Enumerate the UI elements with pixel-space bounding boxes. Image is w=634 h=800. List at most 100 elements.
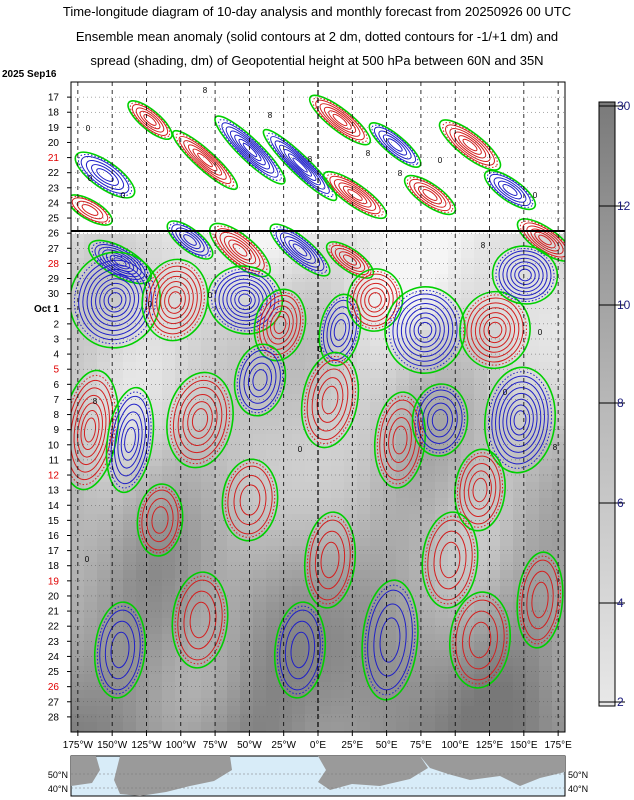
shade-cell <box>136 506 150 515</box>
shade-cell <box>175 730 189 732</box>
shade-cell <box>136 482 150 491</box>
negative-anomaly-contour <box>493 177 527 203</box>
shade-cell <box>149 650 163 659</box>
dotted-anomaly-contour <box>272 226 328 274</box>
shade-cell <box>84 690 98 699</box>
shade-cell <box>227 442 241 451</box>
shade-cell <box>344 722 358 731</box>
shade-cell <box>214 378 228 387</box>
shade-cell <box>253 274 267 283</box>
y-day-label: 26 <box>48 229 60 240</box>
shade-cell <box>370 242 384 251</box>
shade-cell <box>539 522 553 531</box>
shade-cell <box>526 642 540 651</box>
shade-cell <box>214 490 228 499</box>
shade-cell <box>500 714 514 723</box>
shade-cell <box>331 586 345 595</box>
shade-cell <box>97 690 111 699</box>
shade-cell <box>305 538 319 547</box>
shade-cell <box>292 674 306 683</box>
shade-cell <box>214 266 228 275</box>
shade-cell <box>461 530 475 539</box>
negative-anomaly-contour <box>379 617 401 663</box>
shade-cell <box>110 330 124 339</box>
shade-cell <box>123 498 137 507</box>
shade-cell <box>136 554 150 563</box>
shade-cell <box>422 386 436 395</box>
shade-cell <box>175 346 189 355</box>
shade-cell <box>84 674 98 683</box>
shade-cell <box>487 714 501 723</box>
shade-cell <box>500 586 514 595</box>
shade-cell <box>162 322 176 331</box>
shade-cell <box>396 306 410 315</box>
shade-cell <box>123 426 137 435</box>
shade-cell <box>227 522 241 531</box>
shade-cell <box>292 330 306 339</box>
shade-cell <box>71 586 85 595</box>
shade-cell <box>149 514 163 523</box>
shade-cell <box>474 538 488 547</box>
shade-cell <box>513 410 527 419</box>
shade-cell <box>305 546 319 555</box>
negative-anomaly-contour <box>218 275 272 325</box>
shade-cell <box>266 242 280 251</box>
shade-cell <box>500 378 514 387</box>
shade-cell <box>552 386 565 395</box>
shade-cell <box>383 634 397 643</box>
shade-cell <box>149 666 163 675</box>
shade-cell <box>201 578 215 587</box>
shade-cell <box>71 554 85 563</box>
shade-cell <box>448 506 462 515</box>
shade-cell <box>383 474 397 483</box>
negative-anomaly-contour <box>290 631 310 669</box>
shade-cell <box>71 242 85 251</box>
zero-contour <box>368 122 422 168</box>
shade-cell <box>227 346 241 355</box>
shade-cell <box>357 282 371 291</box>
shade-cell <box>461 722 475 731</box>
shade-cell <box>435 570 449 579</box>
shade-cell <box>331 290 345 299</box>
shade-cell <box>383 290 397 299</box>
shade-cell <box>500 258 514 267</box>
shade-cell <box>292 338 306 347</box>
shade-cell <box>526 386 540 395</box>
shade-cell <box>487 538 501 547</box>
shade-cell <box>292 466 306 475</box>
shade-cell <box>487 298 501 307</box>
shade-cell <box>552 378 565 387</box>
shade-cell <box>175 474 189 483</box>
shade-cell <box>526 586 540 595</box>
shade-cell <box>552 314 565 323</box>
shade-cell <box>396 586 410 595</box>
shade-cell <box>84 370 98 379</box>
shade-cell <box>227 482 241 491</box>
shade-cell <box>552 402 565 411</box>
negative-anomaly-contour <box>230 286 260 314</box>
start-date-label: 2025 Sep16 <box>2 69 57 80</box>
shade-cell <box>409 498 423 507</box>
positive-anomaly-contour <box>453 131 487 159</box>
shade-cell <box>552 394 565 403</box>
shade-cell <box>422 682 436 691</box>
shade-cell <box>201 474 215 483</box>
shade-cell <box>97 322 111 331</box>
shade-cell <box>175 362 189 371</box>
shade-cell <box>539 722 553 731</box>
shade-cell <box>318 570 332 579</box>
shade-cell <box>370 714 384 723</box>
shade-cell <box>539 386 553 395</box>
shade-cell <box>279 530 293 539</box>
shade-cell <box>253 546 267 555</box>
shade-cell <box>305 722 319 731</box>
shade-cell <box>409 242 423 251</box>
shade-cell <box>201 682 215 691</box>
shade-cell <box>227 394 241 403</box>
shade-cell <box>110 370 124 379</box>
shade-cell <box>513 546 527 555</box>
shade-cell <box>344 562 358 571</box>
negative-anomaly-contour <box>400 302 450 358</box>
shade-cell <box>266 450 280 459</box>
positive-anomaly-contour <box>379 399 421 481</box>
